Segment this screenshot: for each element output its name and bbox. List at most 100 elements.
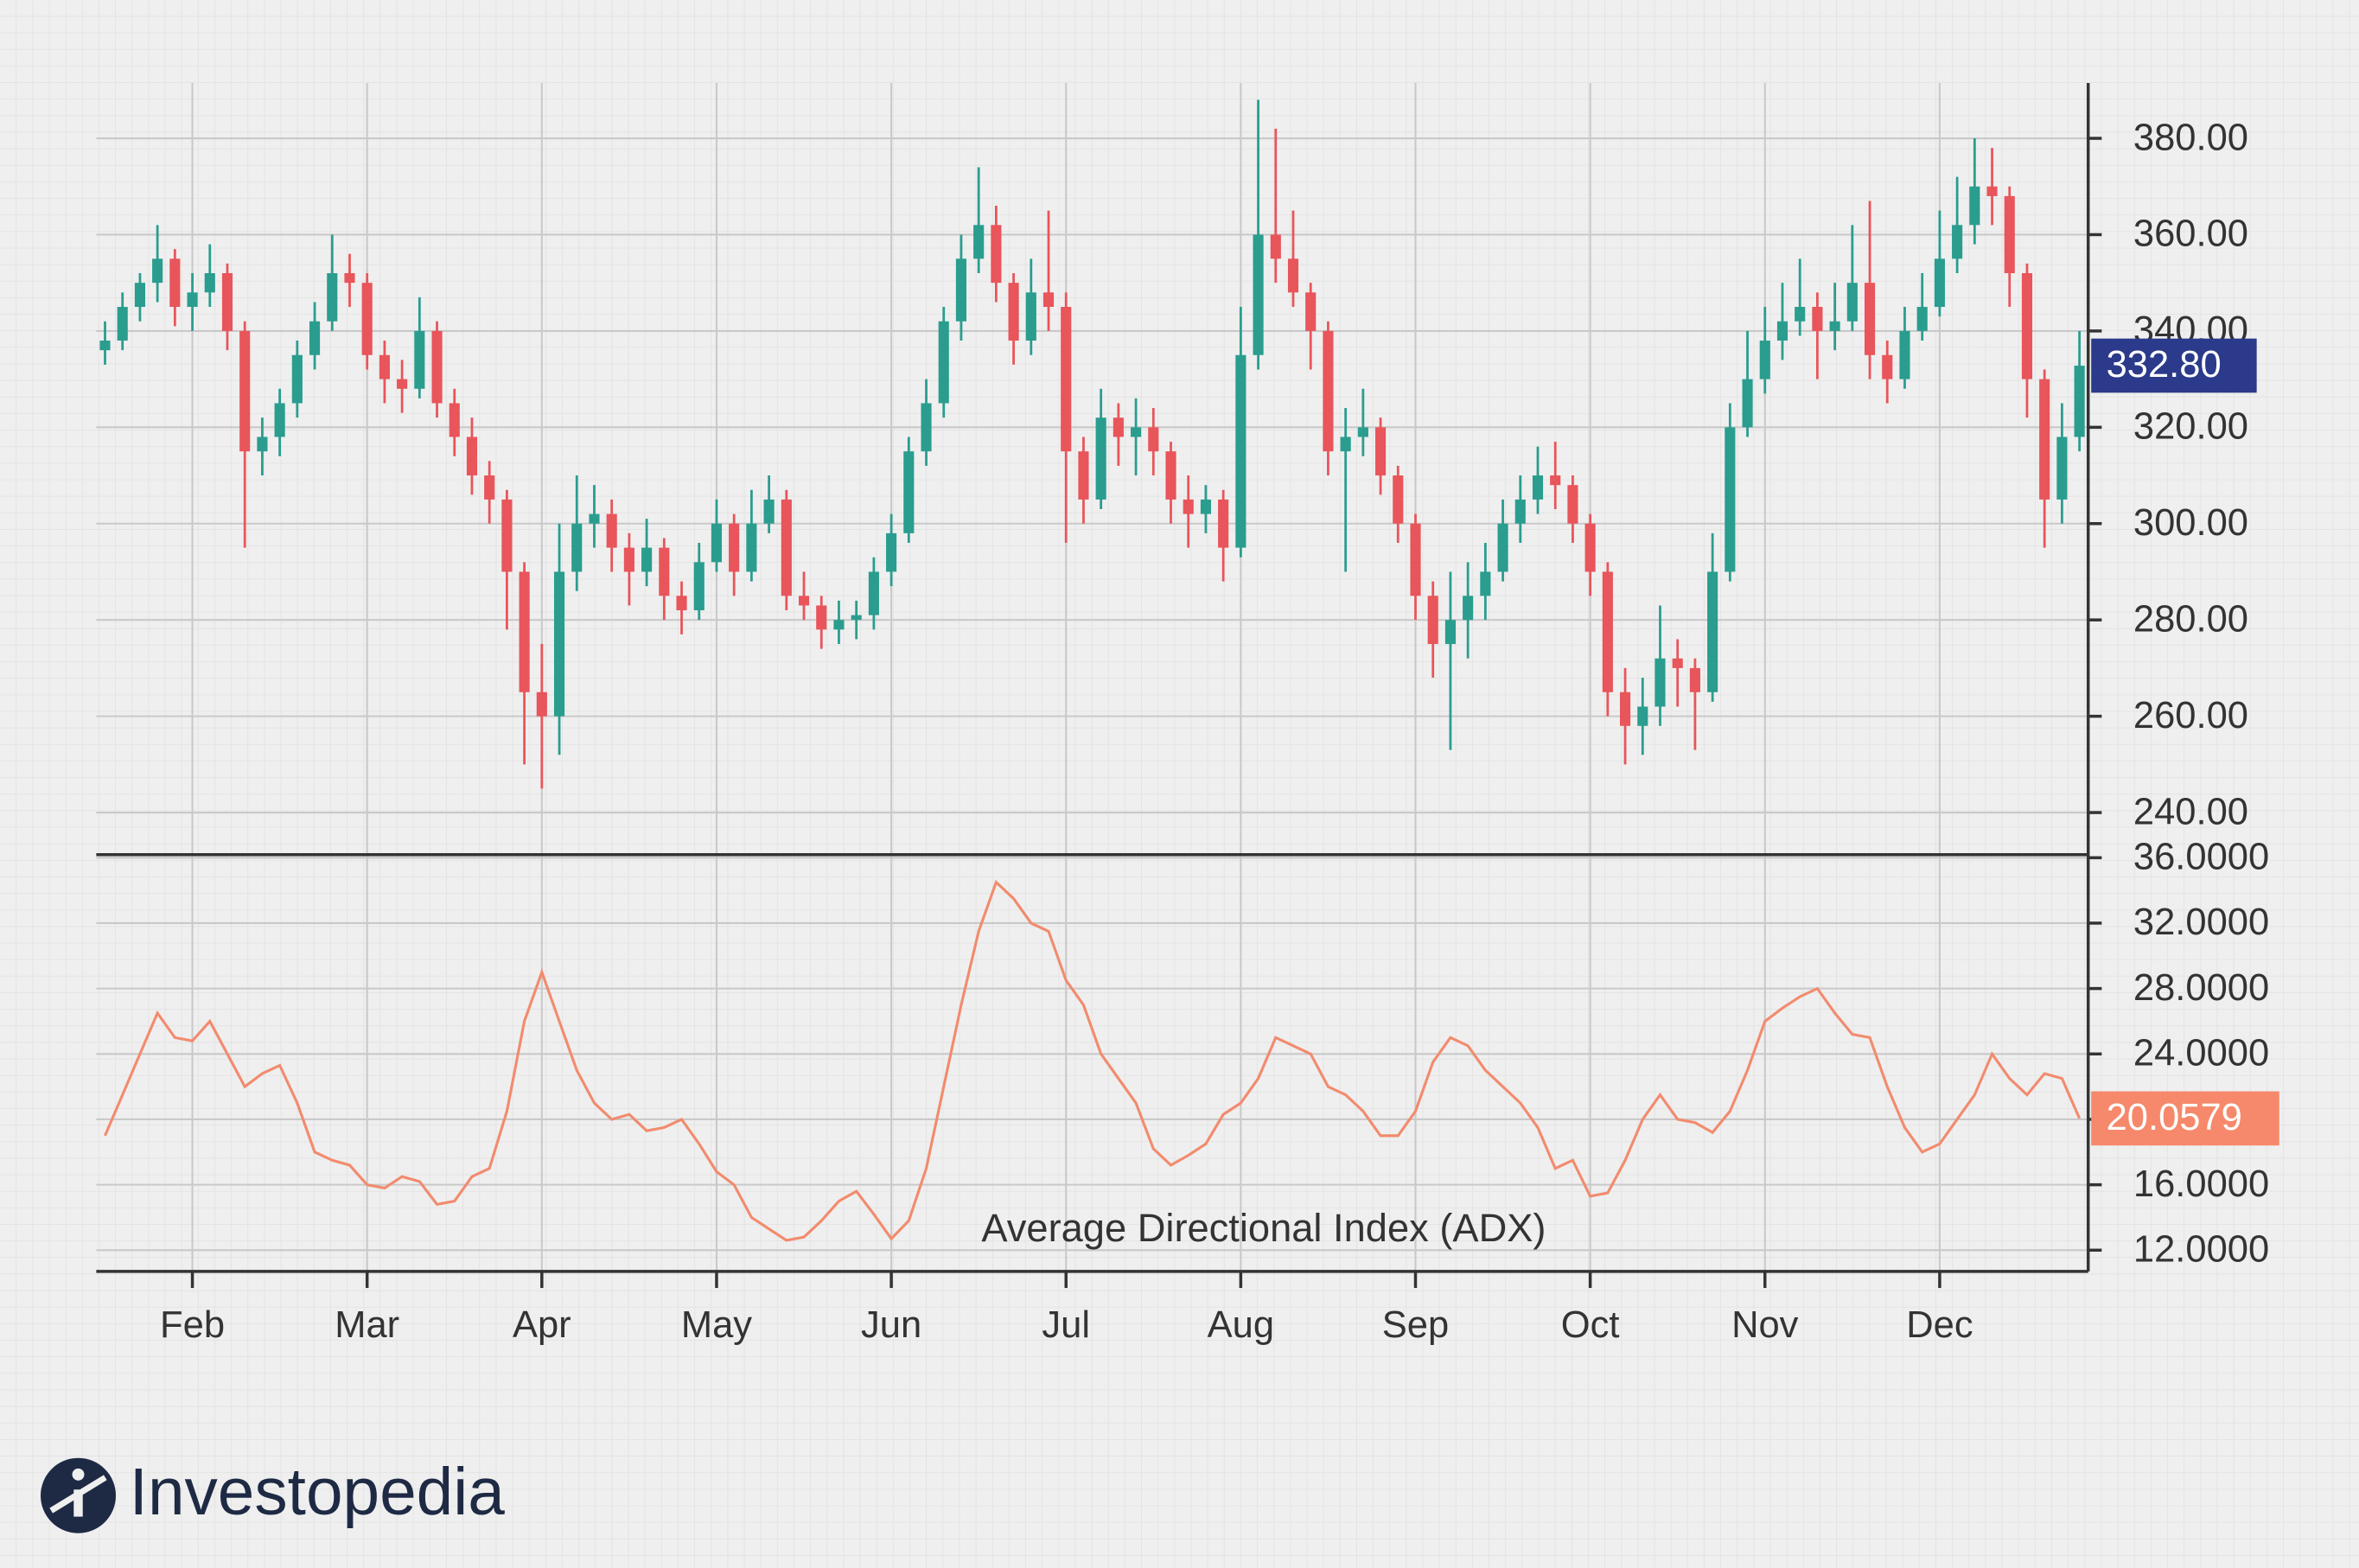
candle-body <box>693 562 705 611</box>
candle-body <box>868 571 879 615</box>
candle-body <box>816 605 827 630</box>
candle-body <box>1323 330 1334 452</box>
candle-body <box>1602 571 1613 692</box>
candle-body <box>1620 692 1631 726</box>
candle-body <box>1532 475 1544 500</box>
candle-body <box>1829 321 1840 331</box>
candle-body <box>152 258 163 284</box>
y-tick-label: 320.00 <box>2133 406 2248 448</box>
candle-body <box>1952 225 1963 259</box>
candle-body <box>659 547 670 596</box>
candle-body <box>1654 658 1666 707</box>
candle-body <box>781 499 792 596</box>
candle-body <box>1637 706 1648 726</box>
x-tick-label: May <box>681 1304 752 1346</box>
candle-body <box>1393 475 1404 524</box>
candle-body <box>1584 523 1596 572</box>
candle-body <box>1253 234 1264 355</box>
y-tick-label: 16.0000 <box>2133 1163 2269 1205</box>
y-tick-label: 240.00 <box>2133 791 2248 832</box>
candle-body <box>484 475 495 500</box>
logo-text: Investopedia <box>130 1456 506 1529</box>
candle-body <box>397 379 408 389</box>
last-value-label: 332.80 <box>2107 344 2222 386</box>
candle-body <box>257 437 268 452</box>
y-tick-label: 24.0000 <box>2133 1033 2269 1074</box>
candle-body <box>1410 523 1421 596</box>
candle-body <box>1061 307 1072 452</box>
logo-icon-bar <box>73 1489 83 1517</box>
candle-body <box>1497 523 1508 572</box>
candle-body <box>1357 427 1368 437</box>
y-tick-label: 28.0000 <box>2133 967 2269 1009</box>
candle-body <box>414 330 425 389</box>
candle-body <box>2004 195 2015 274</box>
candle-body <box>1759 341 1770 379</box>
candle-body <box>1463 596 1474 621</box>
x-tick-label: Aug <box>1208 1304 1274 1346</box>
candle-body <box>1042 292 1055 308</box>
candle-body <box>1200 499 1212 514</box>
candle-body <box>833 620 845 630</box>
candle-body <box>1480 571 1491 596</box>
candle-body <box>187 292 198 308</box>
candle-body <box>763 499 775 524</box>
candle-body <box>1235 354 1246 548</box>
candle-body <box>361 283 373 355</box>
grid <box>96 82 2088 1272</box>
logo-icon-dot <box>72 1468 85 1481</box>
candle-body <box>1148 427 1159 452</box>
candle-body <box>204 273 215 293</box>
candle-body <box>1375 427 1387 476</box>
candle-body <box>379 354 390 379</box>
candle-body <box>344 273 355 284</box>
candle-body <box>553 571 565 717</box>
candle-body <box>938 321 949 404</box>
y-tick-label: 12.0000 <box>2133 1229 2269 1271</box>
y-tick-label: 300.00 <box>2133 502 2248 544</box>
candle-body <box>134 283 145 308</box>
candle-body <box>1427 596 1438 645</box>
candle-body <box>1183 499 1194 514</box>
x-tick-label: Oct <box>1561 1304 1620 1346</box>
candle-body <box>1742 379 1753 428</box>
candle-body <box>1218 499 1229 548</box>
candle-body <box>571 523 583 572</box>
candle-body <box>955 258 967 322</box>
candle-body <box>327 273 338 322</box>
candle-body <box>606 513 617 548</box>
y-tick-label: 260.00 <box>2133 695 2248 736</box>
candle-body <box>536 692 547 717</box>
candle-body <box>2021 273 2033 379</box>
y-tick-label: 360.00 <box>2133 214 2248 255</box>
x-tick-label: Sep <box>1382 1304 1449 1346</box>
x-tick-label: Dec <box>1906 1304 1973 1346</box>
x-tick-label: Mar <box>335 1304 399 1346</box>
candle-body <box>1025 292 1036 341</box>
candle-body <box>746 523 757 572</box>
candle-body <box>973 225 985 259</box>
candle-body <box>274 403 285 437</box>
candle-body <box>1812 307 1823 331</box>
candle-body <box>1795 307 1806 322</box>
candle-body <box>117 307 128 341</box>
y-tick-label: 380.00 <box>2133 117 2248 158</box>
candle-body <box>519 571 530 692</box>
candle-body <box>99 341 111 351</box>
adx-line <box>104 879 2082 1242</box>
candle-body <box>1078 451 1089 500</box>
candle-body <box>729 523 740 572</box>
candle-body <box>1725 427 1736 572</box>
last-value-tag <box>2091 1091 2279 1146</box>
candle-body <box>169 258 181 308</box>
x-tick-label: Nov <box>1731 1304 1799 1346</box>
candle-body <box>1986 186 1998 196</box>
candle-body <box>291 354 303 404</box>
candle-body <box>221 273 233 331</box>
candle-body <box>1567 485 1578 524</box>
x-tick-label: Jun <box>861 1304 921 1346</box>
candle-body <box>1340 437 1351 452</box>
candle-body <box>798 596 810 606</box>
candle-body <box>1270 234 1281 259</box>
candle-body <box>309 321 321 355</box>
